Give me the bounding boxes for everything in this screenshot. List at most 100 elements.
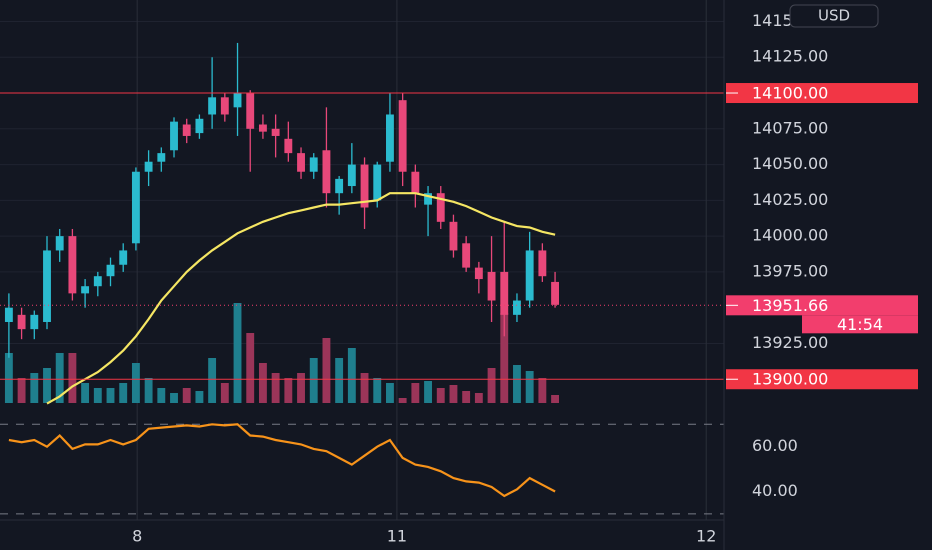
volume-bar bbox=[4, 353, 13, 403]
level-label: 14100.00 bbox=[752, 84, 828, 103]
candle-body bbox=[4, 307, 13, 322]
volume-bar bbox=[335, 358, 344, 403]
volume-bar bbox=[170, 393, 178, 403]
x-tick-label: 8 bbox=[132, 527, 142, 546]
y-tick-label: 14050.00 bbox=[752, 154, 828, 173]
volume-bar bbox=[30, 373, 39, 403]
candle-body bbox=[81, 286, 90, 294]
volume-bar bbox=[208, 358, 217, 403]
volume-bar bbox=[68, 353, 77, 403]
candle-body bbox=[373, 164, 382, 201]
candle-body bbox=[462, 243, 471, 268]
candle-body bbox=[551, 281, 560, 305]
candle-body bbox=[424, 193, 432, 205]
candle-body bbox=[538, 250, 547, 277]
y-tick-label: 14000.00 bbox=[752, 226, 828, 245]
candle-body bbox=[170, 121, 178, 151]
marks-layer bbox=[4, 42, 560, 498]
candle-body bbox=[182, 124, 191, 136]
candle-body bbox=[106, 264, 115, 277]
candle-body bbox=[513, 300, 521, 315]
candle-body bbox=[43, 250, 51, 322]
y-tick-label: 40.00 bbox=[752, 481, 798, 500]
volume-bar bbox=[462, 391, 471, 403]
volume-bar bbox=[106, 388, 115, 403]
candle-body bbox=[500, 271, 509, 315]
y-tick-label: 60.00 bbox=[752, 436, 798, 455]
level-box bbox=[726, 83, 918, 104]
volume-bar bbox=[246, 333, 255, 403]
candle-body bbox=[297, 153, 305, 172]
level-label: 13900.00 bbox=[752, 370, 828, 389]
volume-bar bbox=[500, 313, 509, 403]
volume-bar bbox=[474, 393, 483, 403]
currency-button[interactable] bbox=[789, 4, 879, 28]
candle-body bbox=[93, 276, 102, 287]
volume-bar bbox=[373, 378, 382, 403]
volume-bar bbox=[525, 371, 534, 403]
volume-bar bbox=[386, 383, 394, 403]
volume-bar bbox=[551, 395, 560, 403]
y-tick-label: 14025.00 bbox=[752, 190, 828, 209]
candle-body bbox=[436, 193, 445, 222]
candle-body bbox=[17, 314, 26, 330]
candle-body bbox=[398, 100, 407, 172]
volume-bar bbox=[322, 338, 331, 403]
volume-bar bbox=[144, 378, 153, 403]
volume-bar bbox=[17, 378, 26, 403]
volume-bar bbox=[449, 385, 458, 403]
x-tick-label: 11 bbox=[387, 527, 407, 546]
x-tick-label: 12 bbox=[696, 527, 716, 546]
y-tick-label: 14075.00 bbox=[752, 118, 828, 137]
y-tick-label: 14125.00 bbox=[752, 47, 828, 66]
candle-body bbox=[322, 150, 331, 194]
candle-body bbox=[309, 157, 318, 172]
overlay-layer bbox=[0, 92, 724, 380]
volume-bar bbox=[487, 368, 496, 403]
candle-body bbox=[411, 171, 420, 194]
moving-average bbox=[46, 192, 556, 405]
volume-bar bbox=[513, 365, 521, 403]
countdown-label: 41:54 bbox=[837, 315, 883, 334]
volume-bar bbox=[220, 383, 229, 403]
candle-body bbox=[195, 118, 204, 134]
candle-body bbox=[131, 171, 140, 244]
volume-bar bbox=[233, 303, 242, 403]
volume-layer bbox=[4, 303, 560, 403]
volume-bar bbox=[119, 383, 128, 403]
volume-bar bbox=[360, 373, 369, 403]
volume-bar bbox=[157, 388, 166, 403]
volume-bar bbox=[258, 363, 267, 403]
volume-bar bbox=[93, 388, 102, 403]
candle-body bbox=[347, 164, 356, 187]
volume-bar bbox=[43, 368, 51, 403]
candle-body bbox=[220, 97, 229, 115]
volume-bar bbox=[182, 388, 191, 403]
last-price-box bbox=[726, 295, 918, 316]
candle-body bbox=[246, 93, 255, 129]
volume-bar bbox=[284, 378, 293, 403]
candle-body bbox=[474, 267, 483, 280]
volume-bar bbox=[297, 373, 305, 403]
volume-bar bbox=[81, 383, 90, 403]
rsi-line bbox=[8, 423, 556, 498]
volume-bar bbox=[309, 358, 318, 403]
candle-body bbox=[258, 124, 267, 132]
axis-layer: 14150.0014125.0014075.0014050.0014025.00… bbox=[132, 11, 918, 546]
candle-body bbox=[208, 97, 217, 115]
y-tick-label: 13925.00 bbox=[752, 333, 828, 352]
candle-body bbox=[386, 114, 394, 162]
candle-body bbox=[144, 161, 153, 172]
volume-bar bbox=[436, 388, 445, 403]
candle-body bbox=[30, 314, 39, 330]
volume-bar bbox=[55, 353, 64, 403]
volume-bar bbox=[398, 398, 407, 403]
level-box bbox=[726, 369, 918, 390]
candle-body bbox=[525, 250, 534, 301]
candle-body bbox=[119, 250, 128, 265]
candle-body bbox=[360, 164, 369, 208]
candle-body bbox=[487, 271, 496, 301]
candle-body bbox=[233, 93, 242, 108]
volume-bar bbox=[411, 383, 420, 403]
